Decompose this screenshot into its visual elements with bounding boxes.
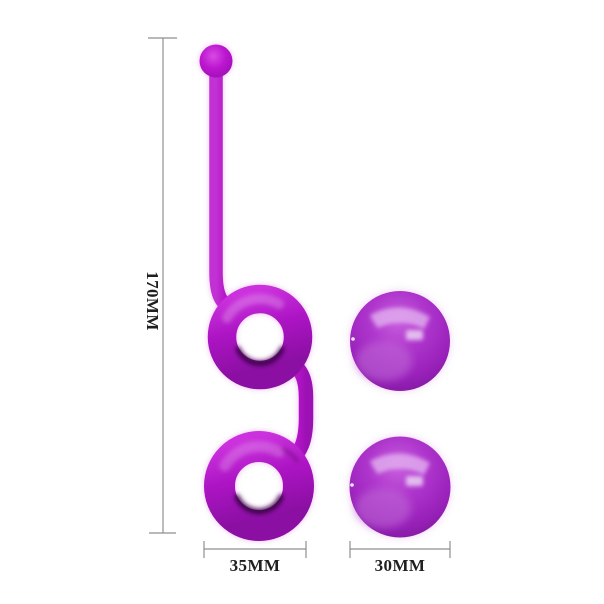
- height-dimension-label: 170MM: [143, 271, 162, 331]
- device-width-dimension-line: [203, 541, 307, 558]
- height-dimension-line: [148, 37, 177, 534]
- ball-reflection-patch: [356, 341, 412, 381]
- upper-ring-sheen: [222, 293, 284, 323]
- device-stem: [209, 57, 241, 318]
- ball-window-highlight: [370, 307, 430, 329]
- ball-window-highlight: [370, 453, 430, 475]
- loose-ball-top: [350, 291, 450, 391]
- ball-width-dimension-label: 30MM: [374, 556, 426, 575]
- ball-reflection-patch: [355, 488, 411, 528]
- upper-hole-shadow: [235, 346, 285, 366]
- lower-hole-shadow: [234, 494, 284, 515]
- ball-edge-glint: [350, 483, 354, 487]
- kegel-device: [199, 44, 314, 541]
- ball-width-dimension-line: [349, 541, 451, 558]
- loose-ball-bottom: [349, 436, 451, 538]
- lower-ring-sheen: [219, 441, 285, 472]
- device-top-ball: [199, 44, 233, 78]
- ball-small-highlight: [406, 330, 423, 340]
- device-width-dimension-label: 35MM: [229, 556, 281, 575]
- ball-small-highlight: [406, 476, 423, 486]
- ball-edge-glint: [351, 337, 355, 341]
- connector-crease: [281, 447, 299, 463]
